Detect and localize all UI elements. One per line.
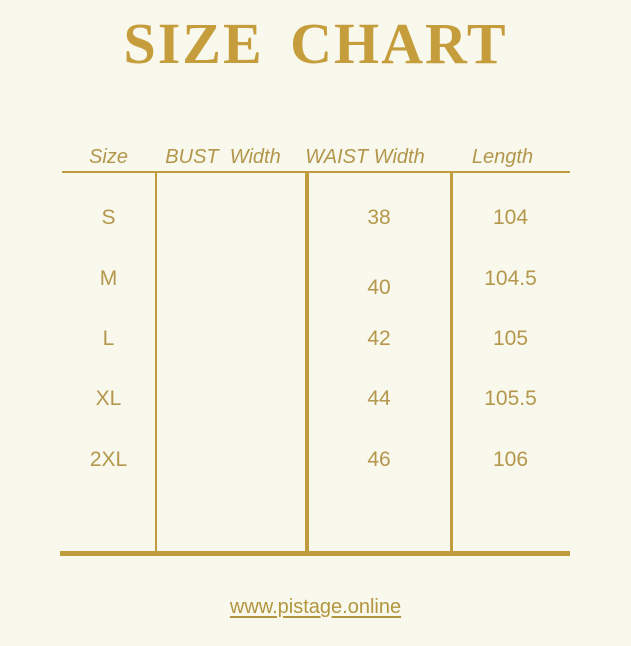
column-divider-2 [305, 173, 309, 551]
column-divider-1 [155, 173, 157, 551]
table-row-s: S 38 104 [62, 206, 570, 230]
length-value: 104 [492, 206, 529, 229]
bust-value [155, 206, 307, 230]
table-row-2xl: 2XL 46 106 [62, 448, 570, 472]
table-header-row: Size BUST Width WAIST Width Length [62, 146, 570, 168]
bust-value [155, 267, 307, 291]
page-title: SIZE CHART [123, 11, 508, 76]
bust-value [155, 327, 307, 351]
column-divider-3 [450, 173, 453, 551]
column-header-length: Length [471, 146, 534, 168]
bust-value [155, 448, 307, 472]
website-link[interactable]: www.pistage.online [229, 596, 402, 618]
size-label: XL [95, 387, 122, 410]
table-row-xl: XL 44 105.5 [62, 387, 570, 411]
waist-value: 42 [367, 327, 391, 350]
waist-value: 44 [367, 387, 391, 410]
waist-value: 38 [367, 206, 391, 229]
waist-value: 40 [367, 276, 391, 299]
size-label: S [101, 206, 116, 229]
length-value: 105.5 [484, 387, 537, 410]
length-value: 105 [492, 327, 529, 350]
column-header-waist-width: WAIST Width [305, 146, 425, 168]
bust-value [155, 387, 307, 411]
size-label: L [102, 327, 115, 350]
length-value: 106 [492, 448, 529, 471]
size-label: 2XL [89, 448, 128, 471]
waist-value: 46 [367, 448, 391, 471]
column-header-size: Size [89, 146, 128, 168]
size-label: M [99, 267, 118, 290]
header-underline [62, 171, 570, 173]
table-row-m: M 40 104.5 [62, 267, 570, 299]
table-row-l: L 42 105 [62, 327, 570, 351]
length-value: 104.5 [484, 267, 537, 290]
table-bottom-rule [60, 551, 570, 556]
column-header-bust-width: BUST Width [165, 146, 281, 168]
